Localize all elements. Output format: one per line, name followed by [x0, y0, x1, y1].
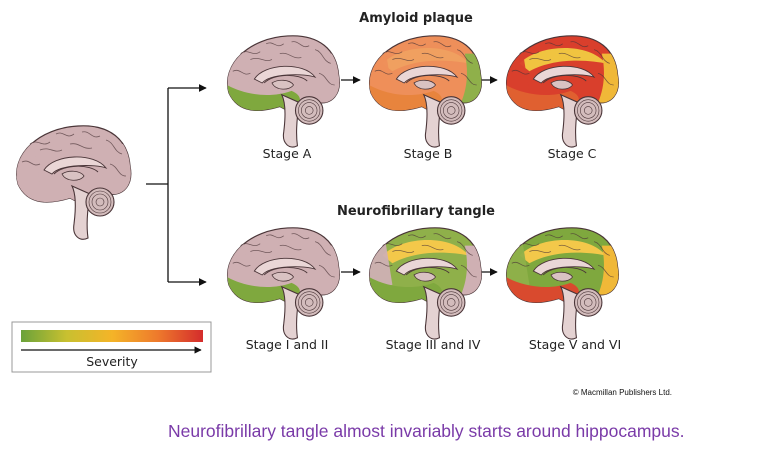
stage-label-a: Stage A — [263, 146, 312, 161]
brain-tangle-1 — [227, 227, 340, 340]
occipital-region — [461, 53, 482, 103]
amyloid-row-title: Amyloid plaque — [359, 11, 473, 26]
upper-region — [382, 239, 469, 264]
tangle-row-title: Neurofibrillary tangle — [337, 204, 495, 219]
upper-region — [240, 47, 327, 72]
brain-amyloid-1 — [227, 35, 340, 148]
brain-amyloid-2 — [369, 35, 482, 148]
occipital-region — [461, 245, 482, 295]
brain-illustrations — [16, 35, 619, 340]
occipital-region — [598, 245, 619, 295]
stage-label-5-6: Stage V and VI — [529, 337, 621, 352]
temporal-region — [16, 176, 91, 204]
severity-gradient-bar — [21, 330, 203, 342]
brain-tangle-3 — [506, 227, 619, 340]
temporal-region — [506, 84, 579, 113]
stage-label-1-2: Stage I and II — [246, 337, 329, 352]
caption-text: Neurofibrillary tangle almost invariably… — [168, 421, 685, 441]
temporal-region — [227, 84, 300, 113]
occipital-region — [319, 53, 340, 103]
upper-region — [519, 239, 606, 264]
temporal-region — [506, 276, 579, 305]
occipital-region — [598, 53, 619, 103]
brain-tangle-2 — [369, 227, 482, 340]
stage-label-c: Stage C — [548, 146, 597, 161]
brain-amyloid-3 — [506, 35, 619, 148]
occipital-region — [319, 245, 340, 295]
severity-label: Severity — [86, 354, 138, 369]
upper-region — [30, 138, 118, 162]
copyright-notice: © Macmillan Publishers Ltd. — [573, 388, 672, 397]
upper-region — [519, 47, 606, 72]
temporal-region — [369, 84, 442, 113]
stage-label-3-4: Stage III and IV — [386, 337, 481, 352]
upper-region — [382, 47, 469, 72]
branch-connector — [146, 84, 207, 286]
temporal-region — [369, 276, 442, 305]
severity-legend: Severity — [11, 321, 212, 373]
temporal-region — [227, 276, 300, 305]
stage-label-b: Stage B — [404, 146, 453, 161]
occipital-region — [110, 144, 131, 194]
upper-region — [240, 239, 327, 264]
brain-initial — [16, 125, 132, 240]
